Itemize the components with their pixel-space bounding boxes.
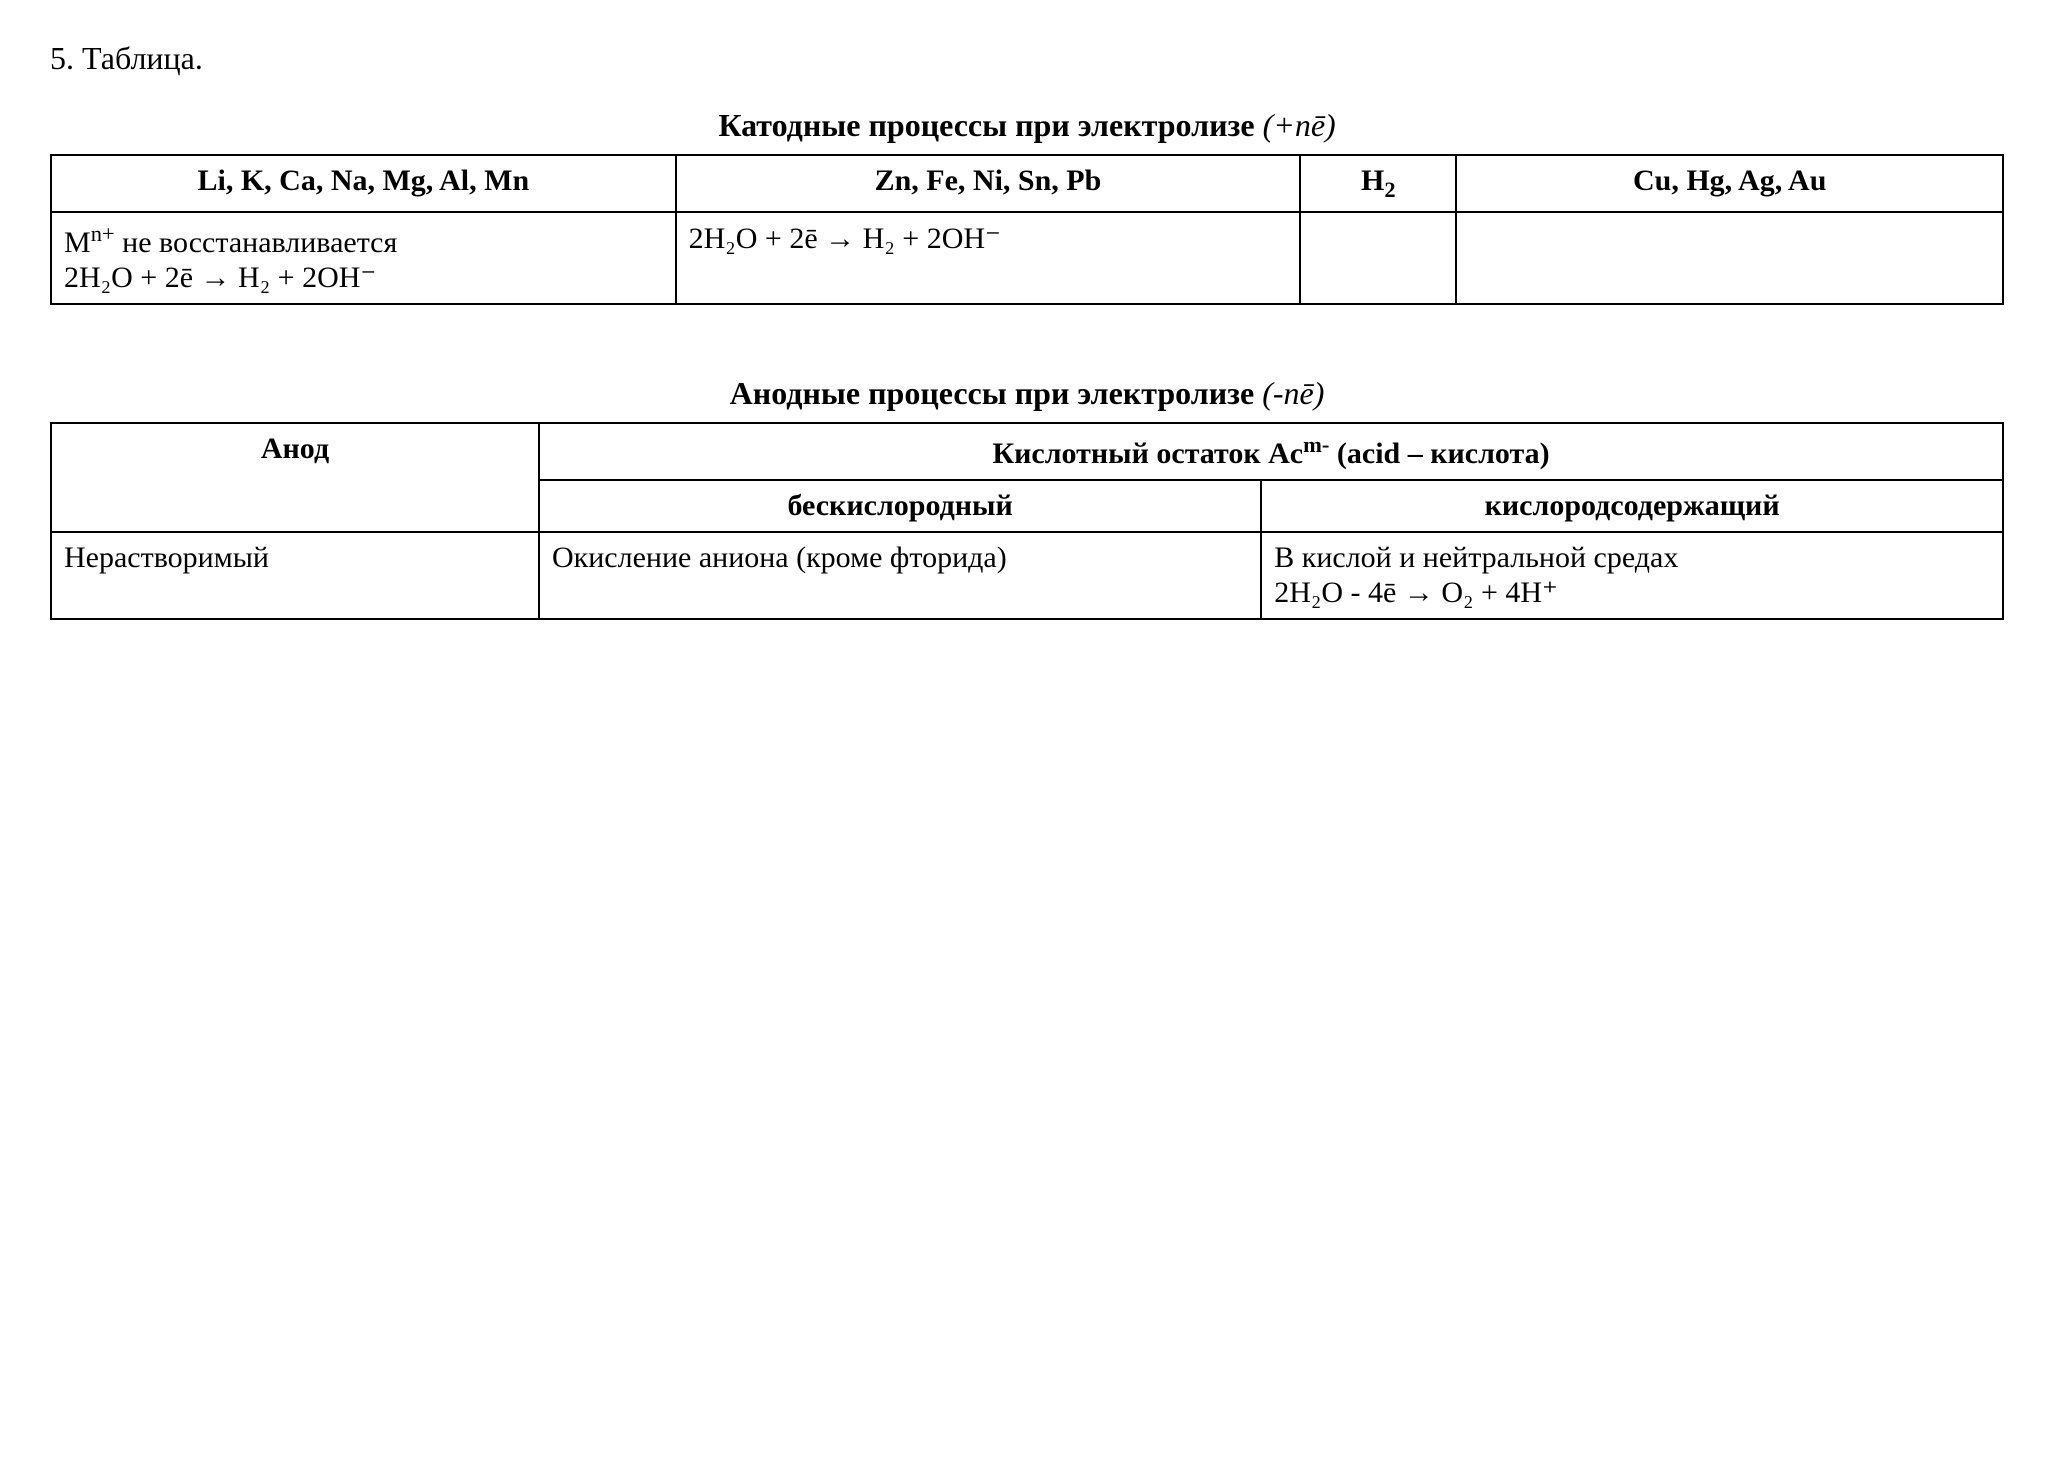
cathode-cell-col3 <box>1300 212 1456 304</box>
table2-title-main: Анодные процессы при электролизе <box>730 375 1255 411</box>
cathode-header-col1: Li, K, Ca, Na, Mg, Al, Mn <box>51 155 676 212</box>
question-label: Таблица. <box>82 40 203 76</box>
oxygen-free-header: бескислородный <box>539 480 1261 532</box>
table1-title-main: Катодные процессы при электролизе <box>718 107 1254 143</box>
anode-cell-col3: В кислой и нейтральной средах 2H₂O - 4ē … <box>1261 532 2003 619</box>
acid-post: (acid – кислота) <box>1329 437 1549 470</box>
anode-table: Анод Кислотный остаток Acm- (acid – кисл… <box>50 422 2004 620</box>
acid-pre: Кислотный остаток Ac <box>992 437 1303 470</box>
anode-cell-col2: Окисление аниона (кроме фторида) <box>539 532 1261 619</box>
cathode-cell-col1: Mn+ не восстанавливается 2H₂O + 2ē → H₂ … <box>51 212 676 304</box>
oxygen-containing-header: кислородсодержащий <box>1261 480 2003 532</box>
question-number: 5. <box>50 40 74 76</box>
cathode-header-col2: Zn, Fe, Ni, Sn, Pb <box>676 155 1301 212</box>
h-symbol: H <box>1361 164 1384 197</box>
table-row: Mn+ не восстанавливается 2H₂O + 2ē → H₂ … <box>51 212 2003 304</box>
table1-title: Катодные процессы при электролизе (+nē) <box>50 107 2004 144</box>
col3-equation: 2H₂O - 4ē → O₂ + 4H⁺ <box>1274 576 1558 609</box>
m-superscript: n+ <box>91 221 115 246</box>
m-symbol: M <box>64 226 91 259</box>
table2-title: Анодные процессы при электролизе (-nē) <box>50 375 2004 412</box>
cathode-cell-col2: 2H₂O + 2ē → H₂ + 2OH⁻ <box>676 212 1301 304</box>
anode-header: Анод <box>51 423 539 532</box>
col1-equation: 2H₂O + 2ē → H₂ + 2OH⁻ <box>64 261 376 294</box>
cathode-table: Li, K, Ca, Na, Mg, Al, Mn Zn, Fe, Ni, Sn… <box>50 154 2004 305</box>
table-row: Нерастворимый Окисление аниона (кроме фт… <box>51 532 2003 619</box>
cathode-cell-col4 <box>1456 212 2003 304</box>
table-row: Li, K, Ca, Na, Mg, Al, Mn Zn, Fe, Ni, Sn… <box>51 155 2003 212</box>
table1-title-suffix: (+nē) <box>1263 107 1336 143</box>
question-header: 5. Таблица. <box>50 40 2004 77</box>
table-row: Анод Кислотный остаток Acm- (acid – кисл… <box>51 423 2003 480</box>
col1-text1: не восстанавливается <box>115 226 398 259</box>
col3-line1: В кислой и нейтральной средах <box>1274 541 1678 574</box>
h-subscript: 2 <box>1384 177 1395 202</box>
anode-cell-col1: Нерастворимый <box>51 532 539 619</box>
cathode-header-col4: Cu, Hg, Ag, Au <box>1456 155 2003 212</box>
cathode-header-col3: H2 <box>1300 155 1456 212</box>
table2-title-suffix: (-nē) <box>1262 375 1324 411</box>
acid-sup: m- <box>1303 432 1329 457</box>
acid-residue-header: Кислотный остаток Acm- (acid – кислота) <box>539 423 2003 480</box>
